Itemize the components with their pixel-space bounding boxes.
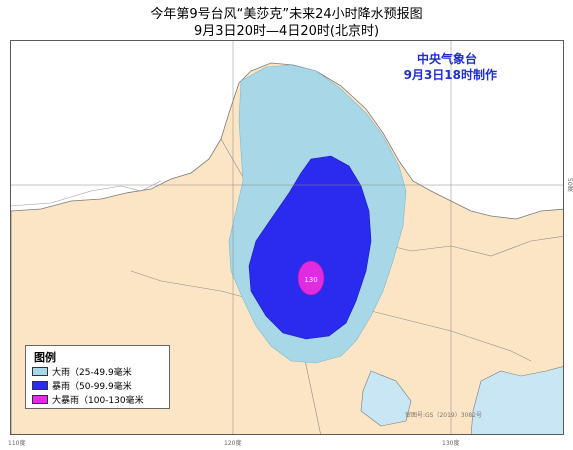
legend-item-heavy-rainstorm: 大暴雨（100-130毫米 <box>32 394 144 406</box>
agency-made-time: 9月3日18时制作 <box>403 68 497 82</box>
lon-label-130: 130度 <box>442 440 460 447</box>
sea-area <box>470 366 563 434</box>
legend-label: 大暴雨（100-130毫米 <box>52 396 144 406</box>
legend-swatch-heavy-rainstorm <box>32 395 48 404</box>
map-subtitle: 9月3日20时—4日20时(北京时) <box>193 24 380 39</box>
north-border <box>11 180 162 207</box>
province-line-4 <box>130 270 252 300</box>
lon-label-110: 110度 <box>8 440 26 447</box>
province-line-3 <box>370 310 532 362</box>
rainstorm-zone <box>248 155 372 340</box>
lon-label-120: 120度 <box>224 440 242 447</box>
legend-label: 暴雨（50-99.9毫米 <box>52 382 132 392</box>
legend-swatch-rainstorm <box>32 381 48 390</box>
legend-item-rainstorm: 暴雨（50-99.9毫米 <box>32 380 132 392</box>
legend-item-heavy-rain: 大雨（25-49.9毫米 <box>32 366 132 378</box>
legend: 图例 大雨（25-49.9毫米 暴雨（50-99.9毫米 大暴雨（100-130… <box>25 345 170 409</box>
forecast-map: 130 <box>10 40 564 435</box>
lat-label-50: 50度 <box>566 178 573 192</box>
legend-title: 图例 <box>34 351 56 364</box>
sea-bay <box>360 370 412 427</box>
map-svg: 130 <box>11 41 563 434</box>
legend-label: 大雨（25-49.9毫米 <box>52 368 132 378</box>
peak-value-label: 130 <box>304 276 317 284</box>
map-title: 今年第9号台风“美莎克”未来24小时降水预报图 <box>150 7 423 22</box>
legend-swatch-heavy-rain <box>32 367 48 376</box>
review-number: 审图号:GS（2019）3082号 <box>405 412 483 419</box>
heavy-rainstorm-zone <box>297 260 325 296</box>
agency-name: 中央气象台 <box>416 52 477 66</box>
